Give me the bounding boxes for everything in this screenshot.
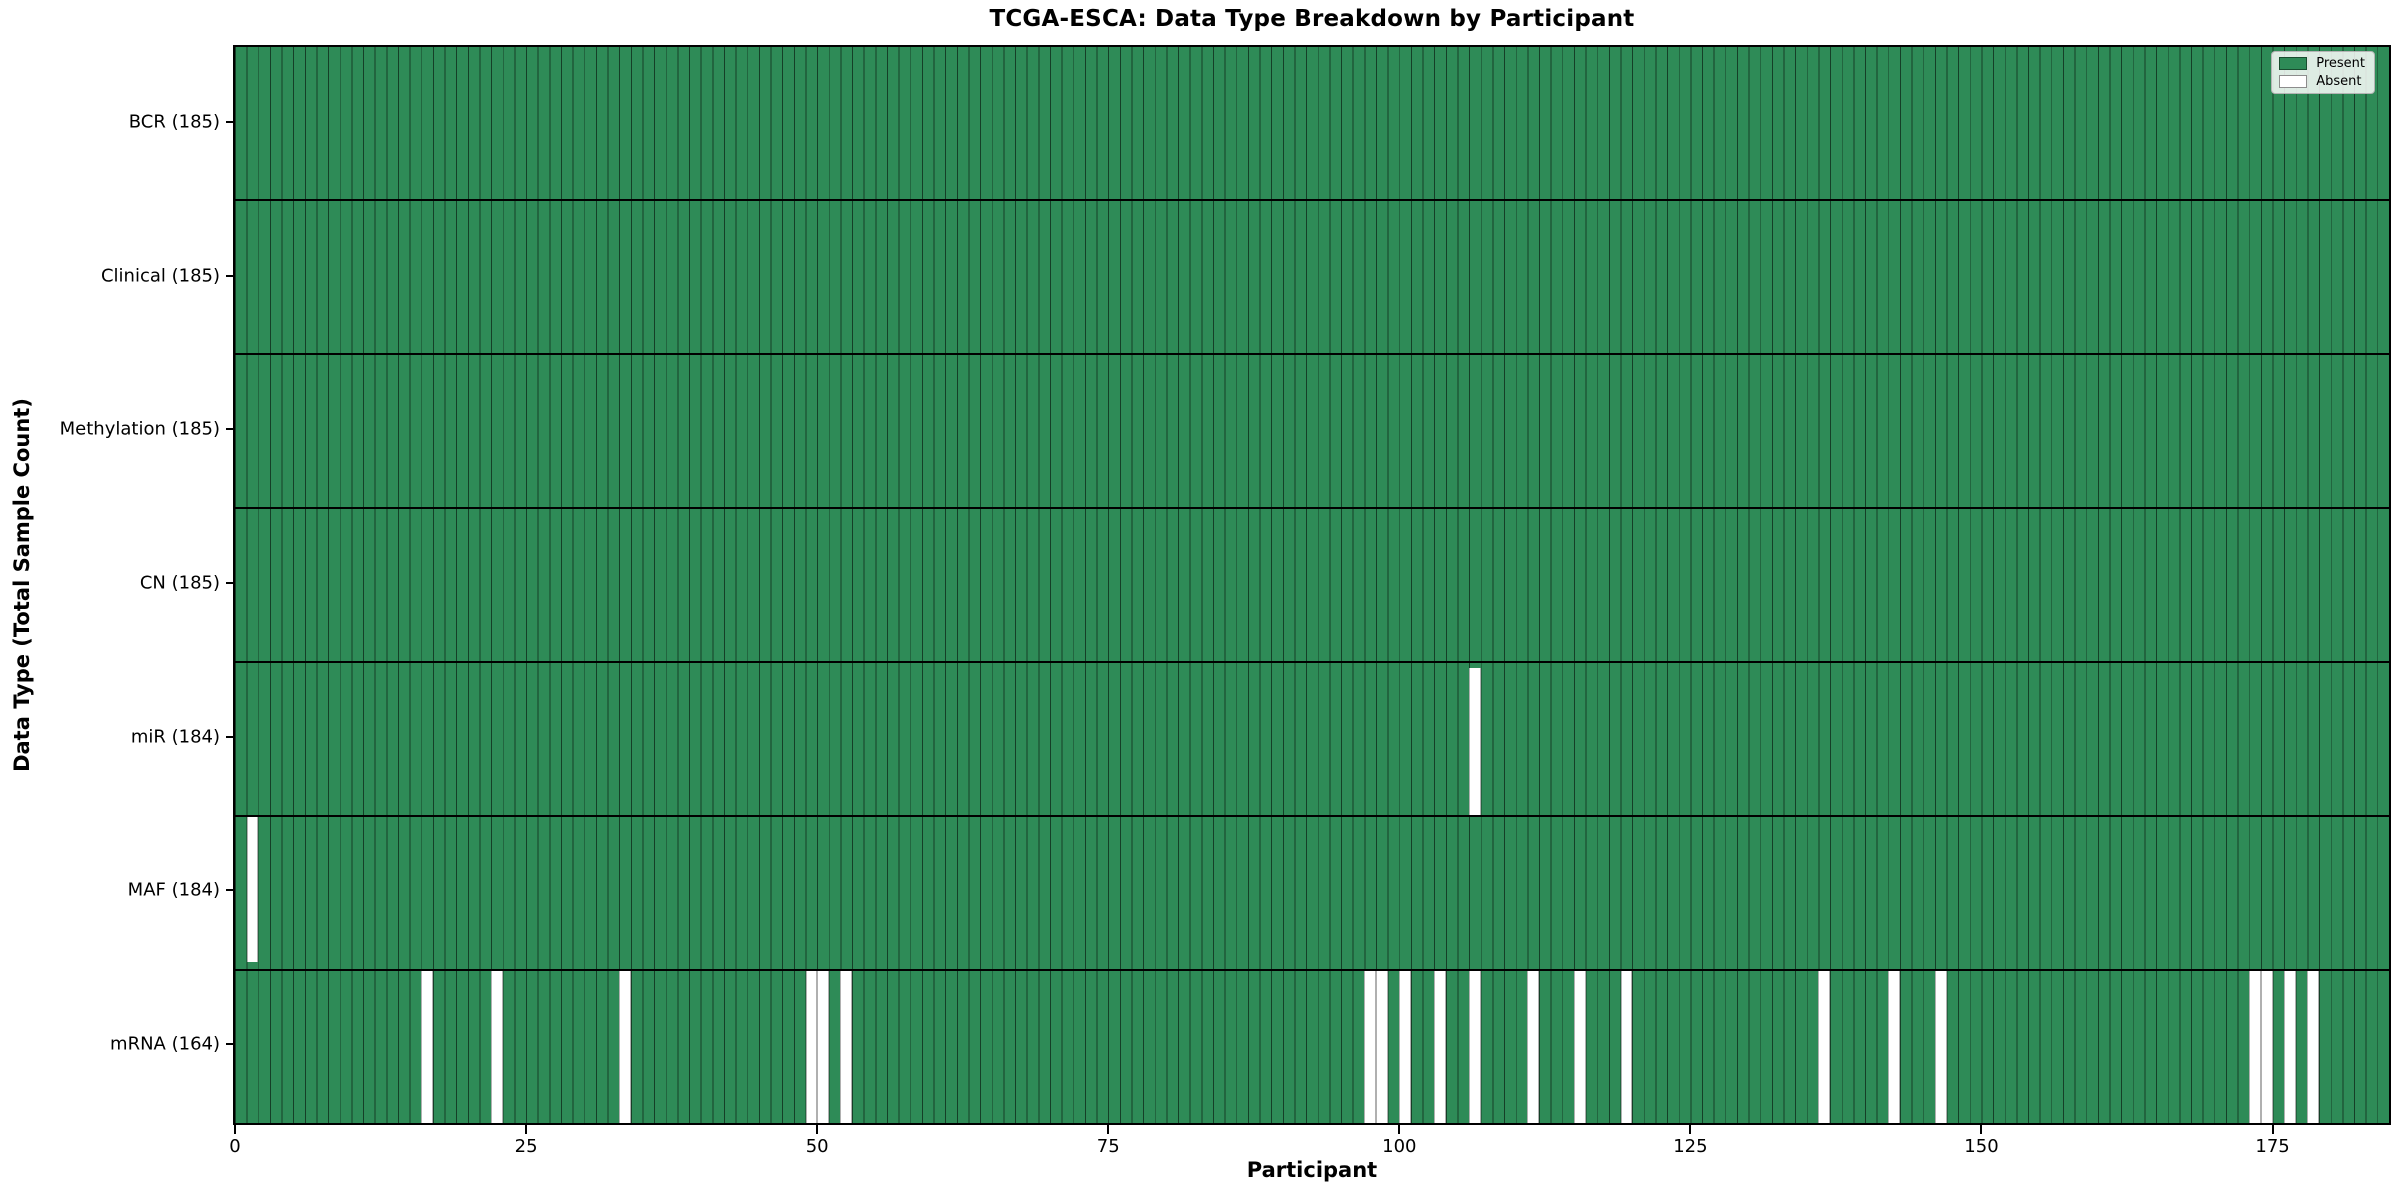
absent-bar-mrna-22 [491,971,503,1123]
chart-title: TCGA-ESCA: Data Type Breakdown by Partic… [989,6,1635,32]
absent-bar-mrna-106 [1469,971,1481,1123]
y-tick-label-mir: miR (184) [130,726,220,748]
absent-bar-mrna-111 [1527,971,1540,1123]
absent-bar-mrna-173 [2249,971,2261,1123]
heatmap-rows [235,47,2389,1123]
absent-bar-mrna-52 [840,971,853,1123]
absent-bar-mrna-100 [1399,971,1411,1123]
x-tick-mark [1107,1125,1110,1134]
y-tick-mark [226,1043,234,1046]
absent-bar-mir-106 [1469,668,1481,815]
y-tick-label-cn: CN (185) [139,572,220,594]
absent-bar-mrna-97 [1364,971,1377,1123]
row-clinical [235,199,2389,353]
row-mir [235,661,2389,815]
absent-bar-mrna-178 [2307,971,2320,1123]
x-tick-label-75: 75 [1096,1136,1120,1157]
x-tick-label-125: 125 [1673,1136,1708,1157]
row-cn [235,507,2389,661]
x-tick-mark [816,1125,819,1134]
absent-bar-mrna-142 [1888,971,1900,1123]
x-tick-mark [234,1125,236,1134]
x-tick-label-0: 0 [229,1136,241,1157]
x-axis-label: Participant [1246,1158,1378,1182]
x-tick-label-25: 25 [514,1136,538,1157]
legend: Present Absent [2271,51,2375,94]
absent-bar-mrna-33 [619,971,631,1123]
y-tick-mark [226,735,234,738]
y-tick-label-bcr: BCR (185) [128,111,220,133]
absent-bar-mrna-98 [1376,971,1388,1123]
absent-bar-maf-1 [246,817,259,962]
y-tick-mark [226,274,234,277]
absent-bar-mrna-50 [817,971,829,1123]
x-tick-label-150: 150 [1964,1136,1999,1157]
legend-swatch-present [2279,57,2308,70]
plot-area: Present Absent [233,45,2391,1125]
absent-bar-mrna-174 [2260,971,2273,1123]
x-tick-mark [1398,1125,1401,1134]
absent-bar-mrna-16 [421,971,433,1123]
legend-label-present: Present [2316,56,2365,71]
legend-swatch-absent [2279,75,2308,88]
legend-entry-present: Present [2279,57,2365,70]
absent-bar-mrna-146 [1934,971,1947,1123]
legend-entry-absent: Absent [2279,75,2365,88]
y-tick-mark [226,889,234,892]
absent-bar-mrna-103 [1434,971,1446,1123]
absent-bar-mrna-176 [2284,971,2296,1123]
y-tick-label-maf: MAF (184) [127,879,220,901]
y-tick-label-mrna: mRNA (164) [110,1033,220,1055]
x-tick-label-100: 100 [1382,1136,1417,1157]
row-bcr [235,47,2389,199]
row-mrna [235,969,2389,1123]
y-tick-mark [226,120,234,123]
absent-bar-mrna-136 [1818,971,1831,1123]
absent-bar-mrna-115 [1573,971,1586,1123]
y-tick-mark [226,582,234,584]
absent-bar-mrna-119 [1620,971,1633,1123]
x-tick-mark [1689,1125,1692,1134]
row-methylation [235,353,2389,507]
row-maf [235,815,2389,969]
x-tick-mark [1980,1125,1983,1134]
y-tick-mark [226,428,234,431]
legend-label-absent: Absent [2316,74,2362,89]
y-tick-label-methylation: Methylation (185) [59,418,220,440]
y-tick-label-clinical: Clinical (185) [100,265,220,287]
x-tick-mark [525,1125,528,1134]
absent-bar-mrna-49 [805,971,818,1123]
x-tick-label-50: 50 [805,1136,829,1157]
x-tick-mark [2271,1125,2274,1134]
x-tick-label-175: 175 [2255,1136,2290,1157]
